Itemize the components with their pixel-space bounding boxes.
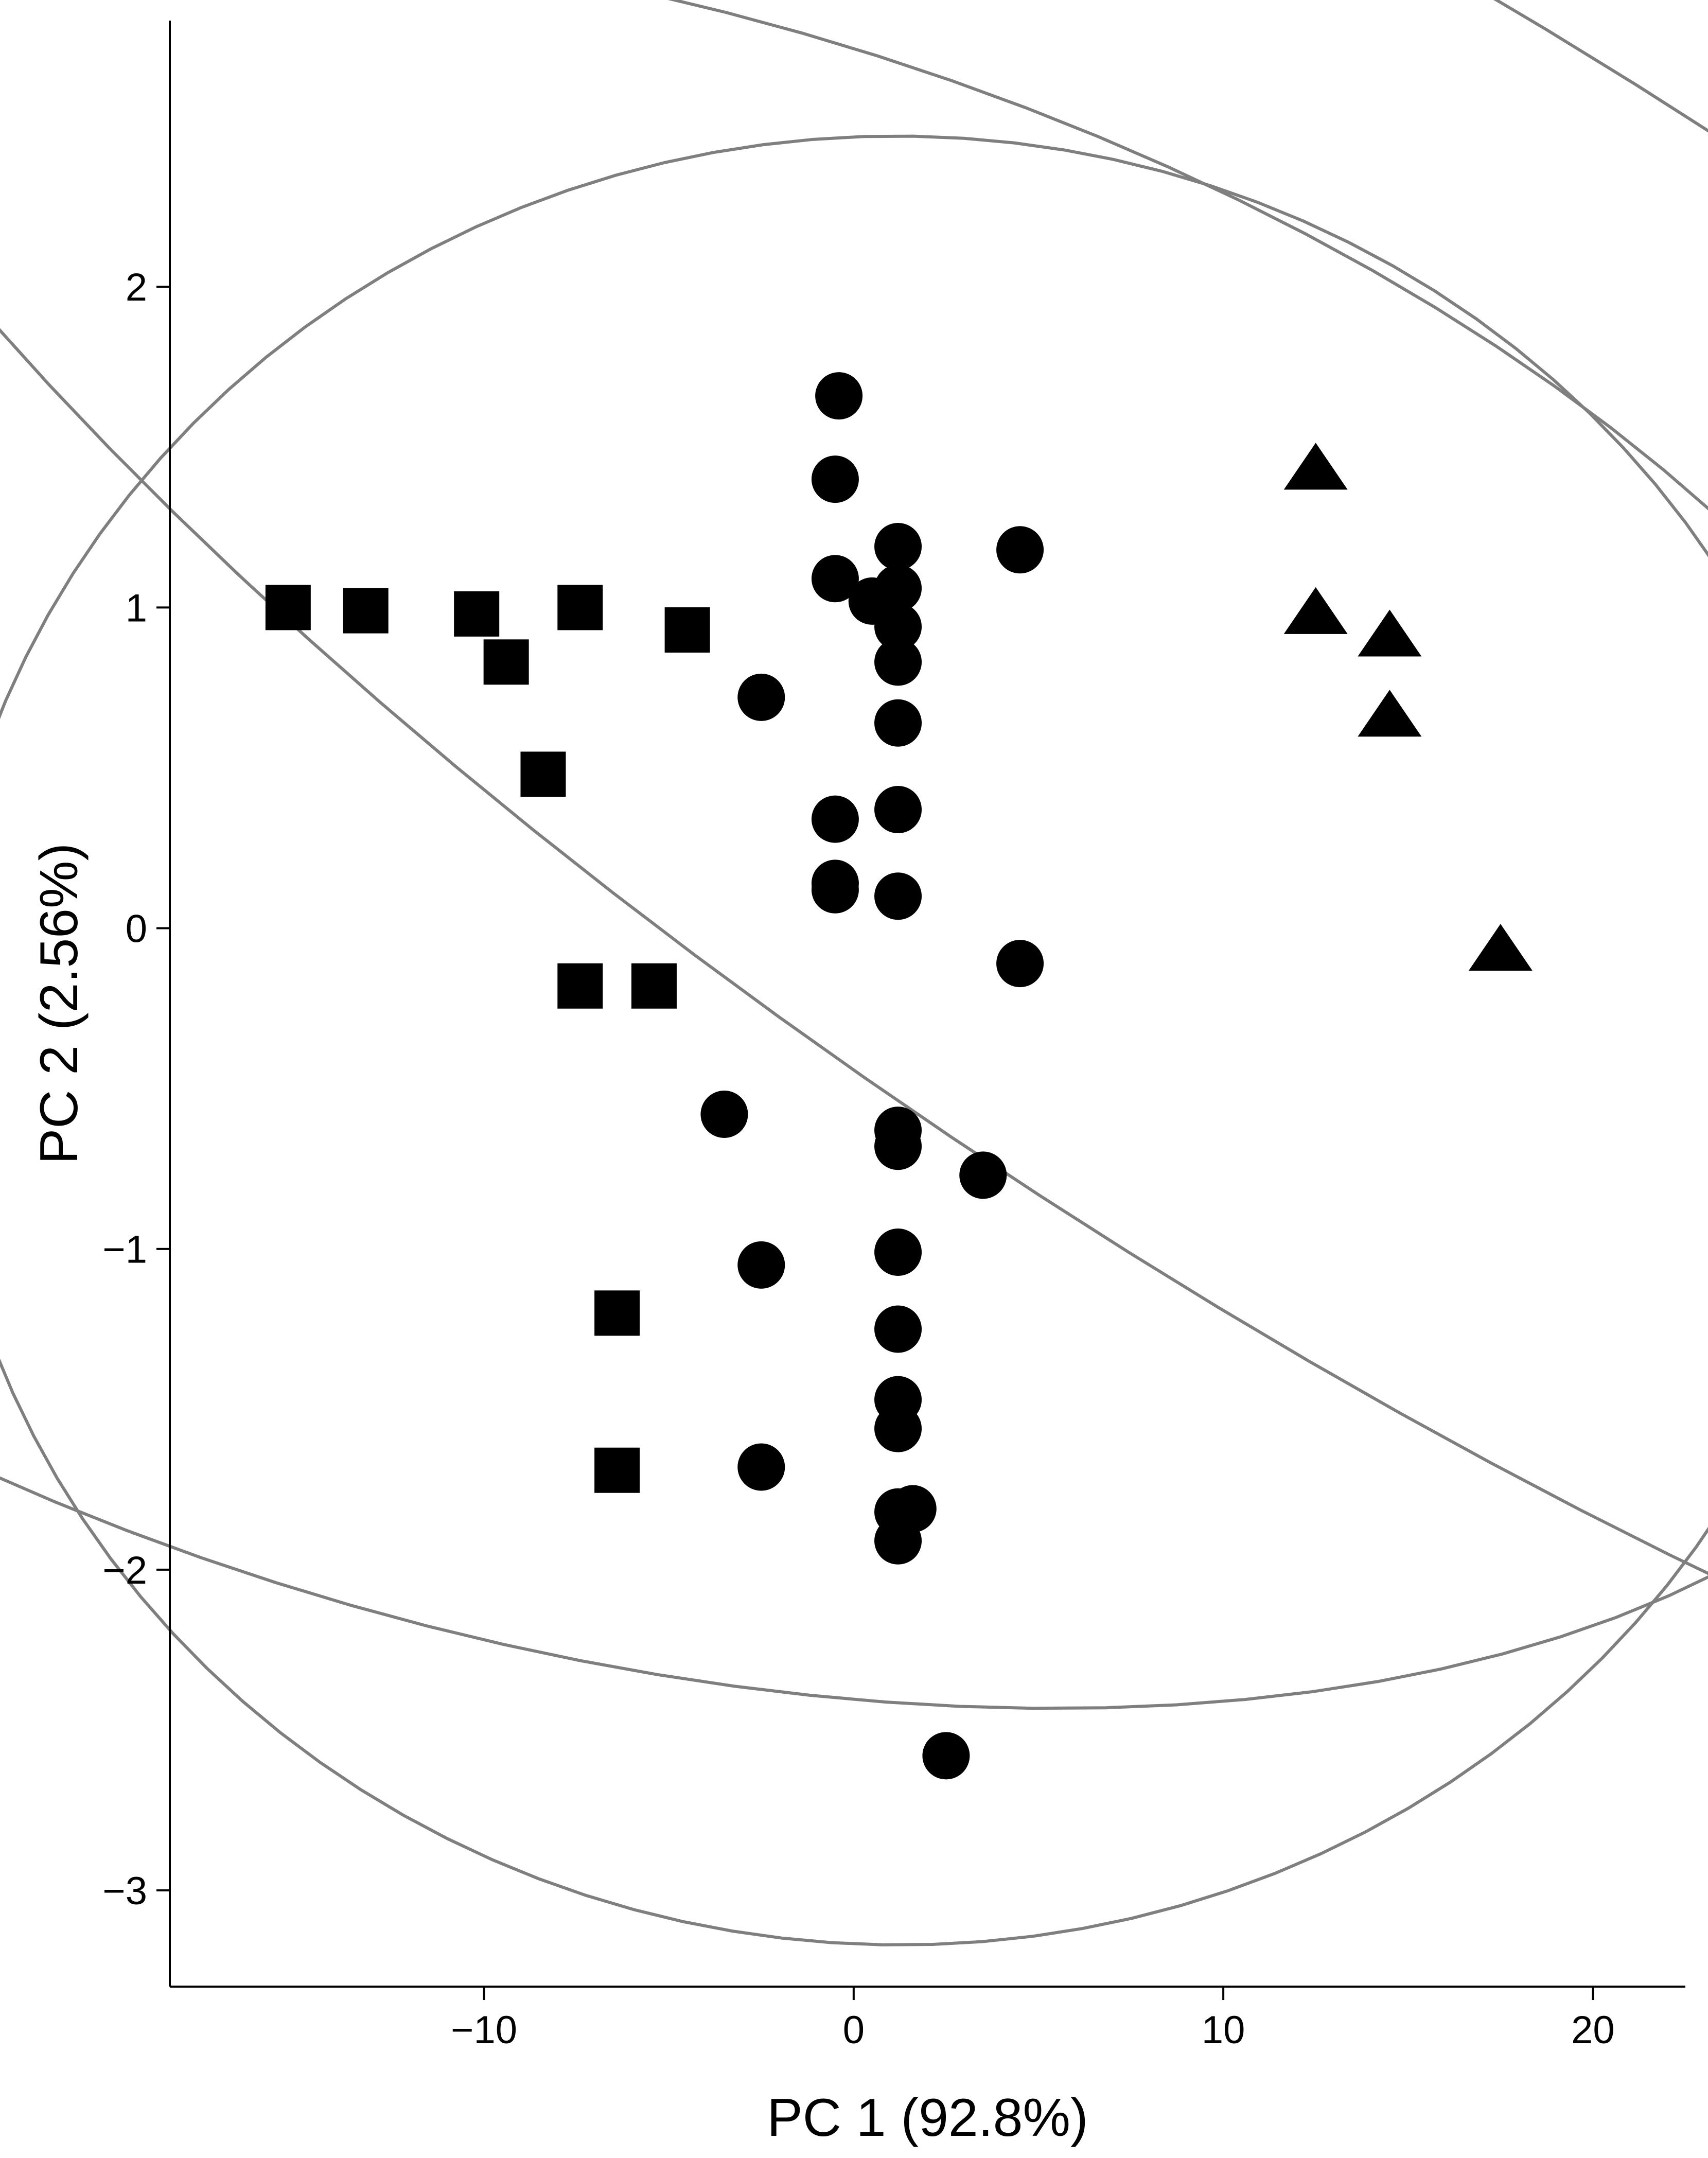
square-point: [557, 963, 603, 1009]
x-tick-label: 10: [1202, 2008, 1245, 2052]
confidence-ellipses: [0, 0, 1708, 1946]
x-tick-label: 20: [1571, 2008, 1615, 2052]
circle-point: [874, 1517, 922, 1565]
y-axis-ticks: −3 −2 −1 0 1 2: [102, 266, 170, 1913]
square-point: [343, 588, 389, 634]
circle-point: [874, 1405, 922, 1452]
y-tick-label: 2: [126, 266, 147, 309]
circle-point: [874, 522, 922, 570]
circle-point: [959, 1151, 1007, 1199]
square-point: [594, 1290, 640, 1336]
circle-point: [874, 1122, 922, 1170]
circle-point: [737, 1443, 785, 1491]
square-point: [454, 591, 500, 637]
triangle-group-ellipse: [0, 0, 1708, 1575]
y-tick-label: −1: [102, 1228, 147, 1272]
circle-point: [874, 785, 922, 833]
circle-point: [737, 673, 785, 721]
y-tick-label: 0: [126, 907, 147, 951]
circle-point: [874, 1305, 922, 1353]
circle-point: [811, 866, 859, 914]
circle-point: [737, 1241, 785, 1289]
y-tick-label: −2: [102, 1549, 147, 1592]
square-point: [664, 607, 710, 653]
circle-point: [996, 940, 1044, 988]
triangle-point: [1283, 443, 1348, 490]
x-axis-ticks: −10 0 10 20: [451, 1987, 1615, 2052]
square-point: [557, 585, 603, 630]
circle-point: [811, 795, 859, 843]
circle-point: [815, 372, 863, 420]
x-axis-title: PC 1 (92.8%): [767, 2088, 1088, 2148]
triangle-point: [1468, 924, 1533, 971]
x-tick-label: 0: [843, 2008, 865, 2052]
x-tick-label: −10: [451, 2008, 517, 2052]
circle-point: [874, 638, 922, 686]
circle-point: [700, 1090, 748, 1138]
square-group-ellipse: [0, 0, 1708, 1710]
circle-point: [811, 455, 859, 503]
data-points: [265, 372, 1533, 1780]
circle-point: [922, 1732, 970, 1780]
y-tick-label: −3: [102, 1869, 147, 1913]
circle-point: [874, 699, 922, 747]
square-point: [265, 585, 311, 630]
circle-point: [874, 872, 922, 920]
triangle-point: [1358, 609, 1422, 657]
triangle-point: [1358, 690, 1422, 737]
circle-point: [996, 526, 1044, 574]
square-point: [631, 963, 677, 1009]
circle-point: [874, 603, 922, 651]
square-point: [594, 1447, 640, 1493]
square-point: [520, 751, 566, 797]
circle-point: [874, 1228, 922, 1276]
circle-point: [811, 555, 859, 603]
square-point: [483, 639, 529, 685]
circle-point: [874, 565, 922, 612]
y-tick-label: 1: [126, 586, 147, 630]
y-axis-title: PC 2 (2.56%): [29, 843, 89, 1164]
circle-group-ellipse: [0, 134, 1708, 1946]
triangle-point: [1283, 587, 1348, 634]
